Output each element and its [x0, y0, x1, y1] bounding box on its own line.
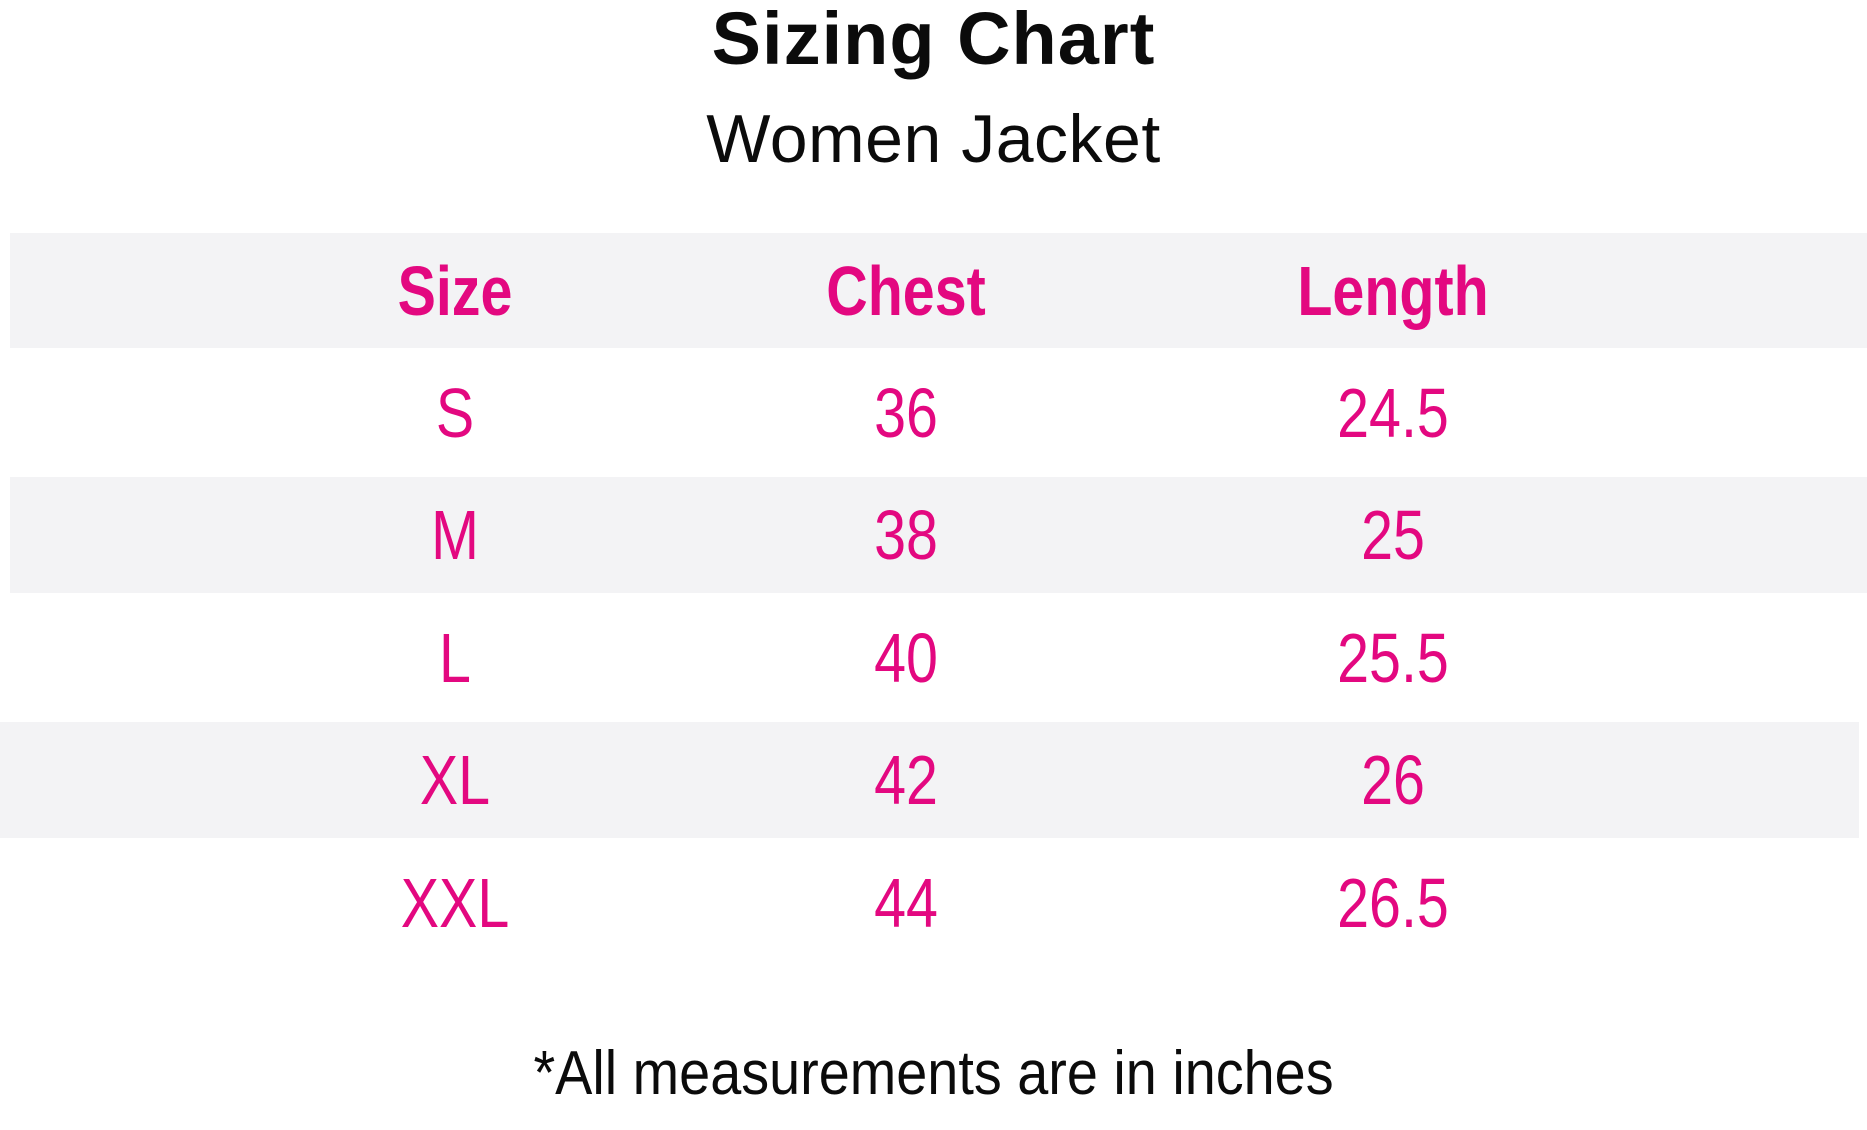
measurement-note: *All measurements are in inches [0, 1043, 1867, 1105]
cell-chest: 38 [874, 496, 938, 574]
table-row-xl: XL 42 26 [0, 722, 1867, 838]
row-stripe [0, 722, 1859, 838]
cell-chest: 42 [874, 741, 938, 819]
page-title: Sizing Chart [711, 0, 1156, 80]
cell-size: S [435, 373, 475, 452]
table-header-row: Size Chest Length [0, 233, 1867, 348]
header-row-stripe [10, 233, 1867, 348]
cell-chest: 36 [874, 373, 938, 452]
cell-length: 26 [1361, 741, 1425, 819]
cell-size: L [439, 618, 471, 697]
measurement-note-text: *All measurements are in inches [533, 1039, 1334, 1108]
cell-length: 25.5 [1337, 618, 1449, 697]
cell-size: XL [419, 741, 491, 819]
column-header-size: Size [397, 251, 513, 330]
table-row-s: S 36 24.5 [0, 348, 1867, 477]
cell-length: 24.5 [1337, 373, 1449, 452]
cell-length: 25 [1361, 496, 1425, 574]
cell-chest: 40 [874, 618, 938, 697]
sizing-table: Size Chest Length S 36 24.5 M 38 25 L 40… [0, 233, 1867, 967]
table-row-xxl: XXL 44 26.5 [0, 838, 1867, 967]
cell-size: XXL [400, 863, 510, 942]
row-stripe [10, 477, 1867, 593]
table-row-l: L 40 25.5 [0, 593, 1867, 722]
column-header-chest: Chest [826, 251, 986, 330]
cell-chest: 44 [874, 863, 938, 942]
table-row-m: M 38 25 [0, 477, 1867, 593]
cell-size: M [431, 496, 479, 574]
product-name: Women Jacket [706, 101, 1161, 177]
column-header-length: Length [1297, 251, 1489, 330]
cell-length: 26.5 [1337, 863, 1449, 942]
